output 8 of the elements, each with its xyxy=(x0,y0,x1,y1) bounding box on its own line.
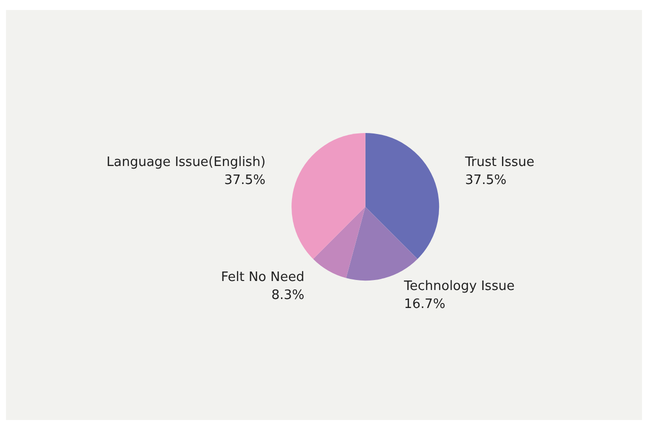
slice-label: Trust Issue xyxy=(464,155,534,170)
data-label: 8.3% xyxy=(271,288,304,303)
data-label: 37.5% xyxy=(224,173,266,188)
slice-label: Felt No Need xyxy=(220,270,304,285)
data-label: 37.5% xyxy=(465,173,506,188)
slice-label: Language Issue(English) xyxy=(106,155,266,170)
data-label: 16.7% xyxy=(404,296,446,312)
slice-label: Technology Issue xyxy=(403,278,515,294)
